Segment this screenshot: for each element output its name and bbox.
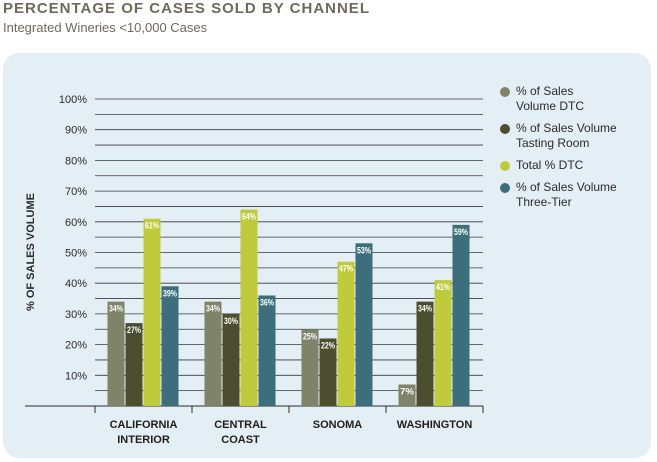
chart-title: PERCENTAGE OF CASES SOLD BY CHANNEL — [3, 0, 370, 17]
y-tick-label: 100% — [59, 94, 87, 106]
bar — [301, 329, 319, 406]
bar-data-label: 34% — [206, 304, 220, 314]
bar — [204, 301, 222, 406]
legend-item: % of Sales Volume DTC — [500, 84, 650, 114]
legend-item: % of Sales Volume Tasting Room — [500, 121, 650, 151]
chart-legend: % of Sales Volume DTC % of Sales Volume T… — [500, 84, 650, 217]
bar-data-label: 64% — [242, 212, 256, 222]
x-category-label: INTERIOR — [117, 434, 170, 446]
legend-swatch — [500, 183, 510, 193]
bar-data-label: 47% — [339, 264, 353, 274]
legend-item: % of Sales Volume Three-Tier — [500, 180, 650, 210]
chart-subtitle: Integrated Wineries <10,000 Cases — [3, 20, 208, 35]
legend-label: % of Sales Volume Three-Tier — [516, 180, 617, 209]
legend-swatch — [500, 124, 510, 134]
bar — [240, 209, 258, 406]
bar — [319, 338, 337, 406]
bar — [161, 286, 179, 406]
y-tick-label: 50% — [65, 248, 87, 260]
legend-label: % of Sales Volume DTC — [516, 84, 585, 113]
bar-data-label: 22% — [321, 340, 335, 350]
legend-swatch — [500, 161, 510, 171]
bar-data-label: 53% — [357, 245, 371, 255]
bar-data-label: 7% — [400, 387, 414, 397]
y-tick-label: 40% — [65, 278, 87, 290]
bar-data-label: 59% — [454, 227, 468, 237]
legend-swatch — [500, 87, 510, 97]
y-tick-label: 60% — [65, 217, 87, 229]
bar-data-label: 41% — [436, 282, 450, 292]
bar-data-label: 30% — [224, 316, 238, 326]
bar-data-label: 27% — [127, 325, 141, 335]
legend-label: % of Sales Volume Tasting Room — [516, 121, 617, 150]
y-tick-label: 80% — [65, 155, 87, 167]
x-category-label: CALIFORNIA — [110, 419, 178, 431]
x-category-label: COAST — [221, 434, 260, 446]
bar — [125, 323, 143, 406]
bar-data-label: 25% — [303, 331, 317, 341]
bar — [143, 218, 161, 406]
y-tick-label: 20% — [65, 340, 87, 352]
x-category-label: CENTRAL — [214, 419, 267, 431]
bar-data-label: 61% — [145, 221, 159, 231]
bar — [258, 295, 276, 406]
bar-data-label: 34% — [109, 304, 123, 314]
y-tick-label: 70% — [65, 186, 87, 198]
bar-data-label: 36% — [260, 297, 274, 307]
x-category-label: WASHINGTON — [397, 419, 473, 431]
bar — [434, 280, 452, 406]
bar-data-label: 39% — [163, 288, 177, 298]
bar — [416, 301, 434, 406]
bar — [355, 243, 373, 406]
bar — [337, 261, 355, 406]
y-tick-label: 10% — [65, 370, 87, 382]
bar — [398, 384, 416, 406]
bar — [107, 301, 125, 406]
y-tick-label: 90% — [65, 125, 87, 137]
y-tick-label: 30% — [65, 309, 87, 321]
bar — [222, 313, 240, 406]
x-category-label: SONOMA — [313, 419, 363, 431]
y-axis-label: % OF SALES VOLUME — [25, 193, 37, 311]
legend-item: Total % DTC — [500, 158, 650, 173]
legend-label: Total % DTC — [516, 158, 584, 172]
bar — [452, 224, 470, 406]
bar-data-label: 34% — [418, 304, 432, 314]
